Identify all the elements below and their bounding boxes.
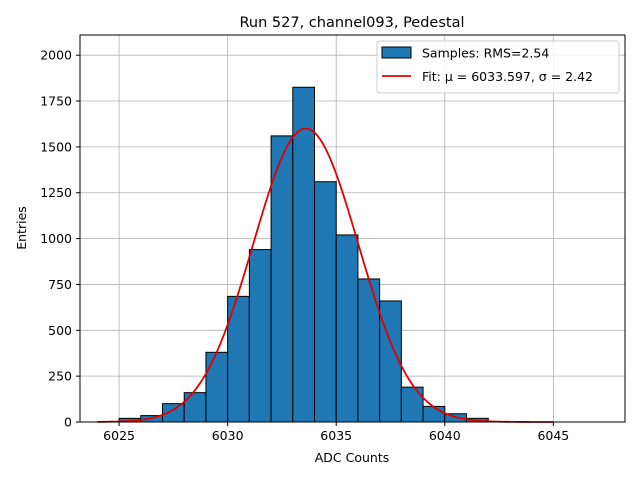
histogram-bar [314,181,337,423]
y-tick-label: 1750 [40,94,72,109]
y-tick-label: 1500 [40,139,72,154]
x-tick-label: 6030 [212,428,244,443]
legend-fit-label: Fit: μ = 6033.597, σ = 2.42 [422,69,593,84]
histogram-bar [335,234,359,423]
histogram-bar [205,351,229,423]
y-tick-label: 500 [48,323,72,338]
x-tick-label: 6045 [537,428,569,443]
legend-histogram-swatch [381,46,412,59]
histogram-bar [292,86,316,423]
x-tick-label: 6035 [320,428,352,443]
y-tick-label: 2000 [40,48,72,63]
fit-curve-group [97,127,554,423]
legend: Samples: RMS=2.54 Fit: μ = 6033.597, σ =… [376,40,620,94]
histogram-bar [183,392,207,423]
histogram-bars [118,86,489,423]
y-tick-label: 0 [64,415,72,430]
histogram-bar [422,405,446,423]
legend-histogram-label: Samples: RMS=2.54 [422,46,549,61]
x-axis-label: ADC Counts [315,450,390,465]
y-tick-label: 750 [48,277,72,292]
y-tick-label: 1000 [40,231,72,246]
x-tick-label: 6040 [429,428,461,443]
y-axis-label: Entries [14,206,29,250]
histogram-bar [248,249,272,423]
y-tick-label: 1250 [40,185,72,200]
axes-frame [79,34,626,423]
y-axis-ticks: 0 250 500 750 1000 1250 1500 1750 2000 [40,48,80,430]
x-axis-ticks: 6025 6030 6035 6040 6045 [103,422,569,443]
legend-box [376,40,620,94]
fit-curve [97,127,554,423]
chart-title: Run 527, channel093, Pedestal [239,15,464,31]
x-tick-label: 6025 [103,428,135,443]
y-tick-label: 250 [48,369,72,384]
histogram-bar [400,386,424,423]
histogram-bar [379,300,402,423]
